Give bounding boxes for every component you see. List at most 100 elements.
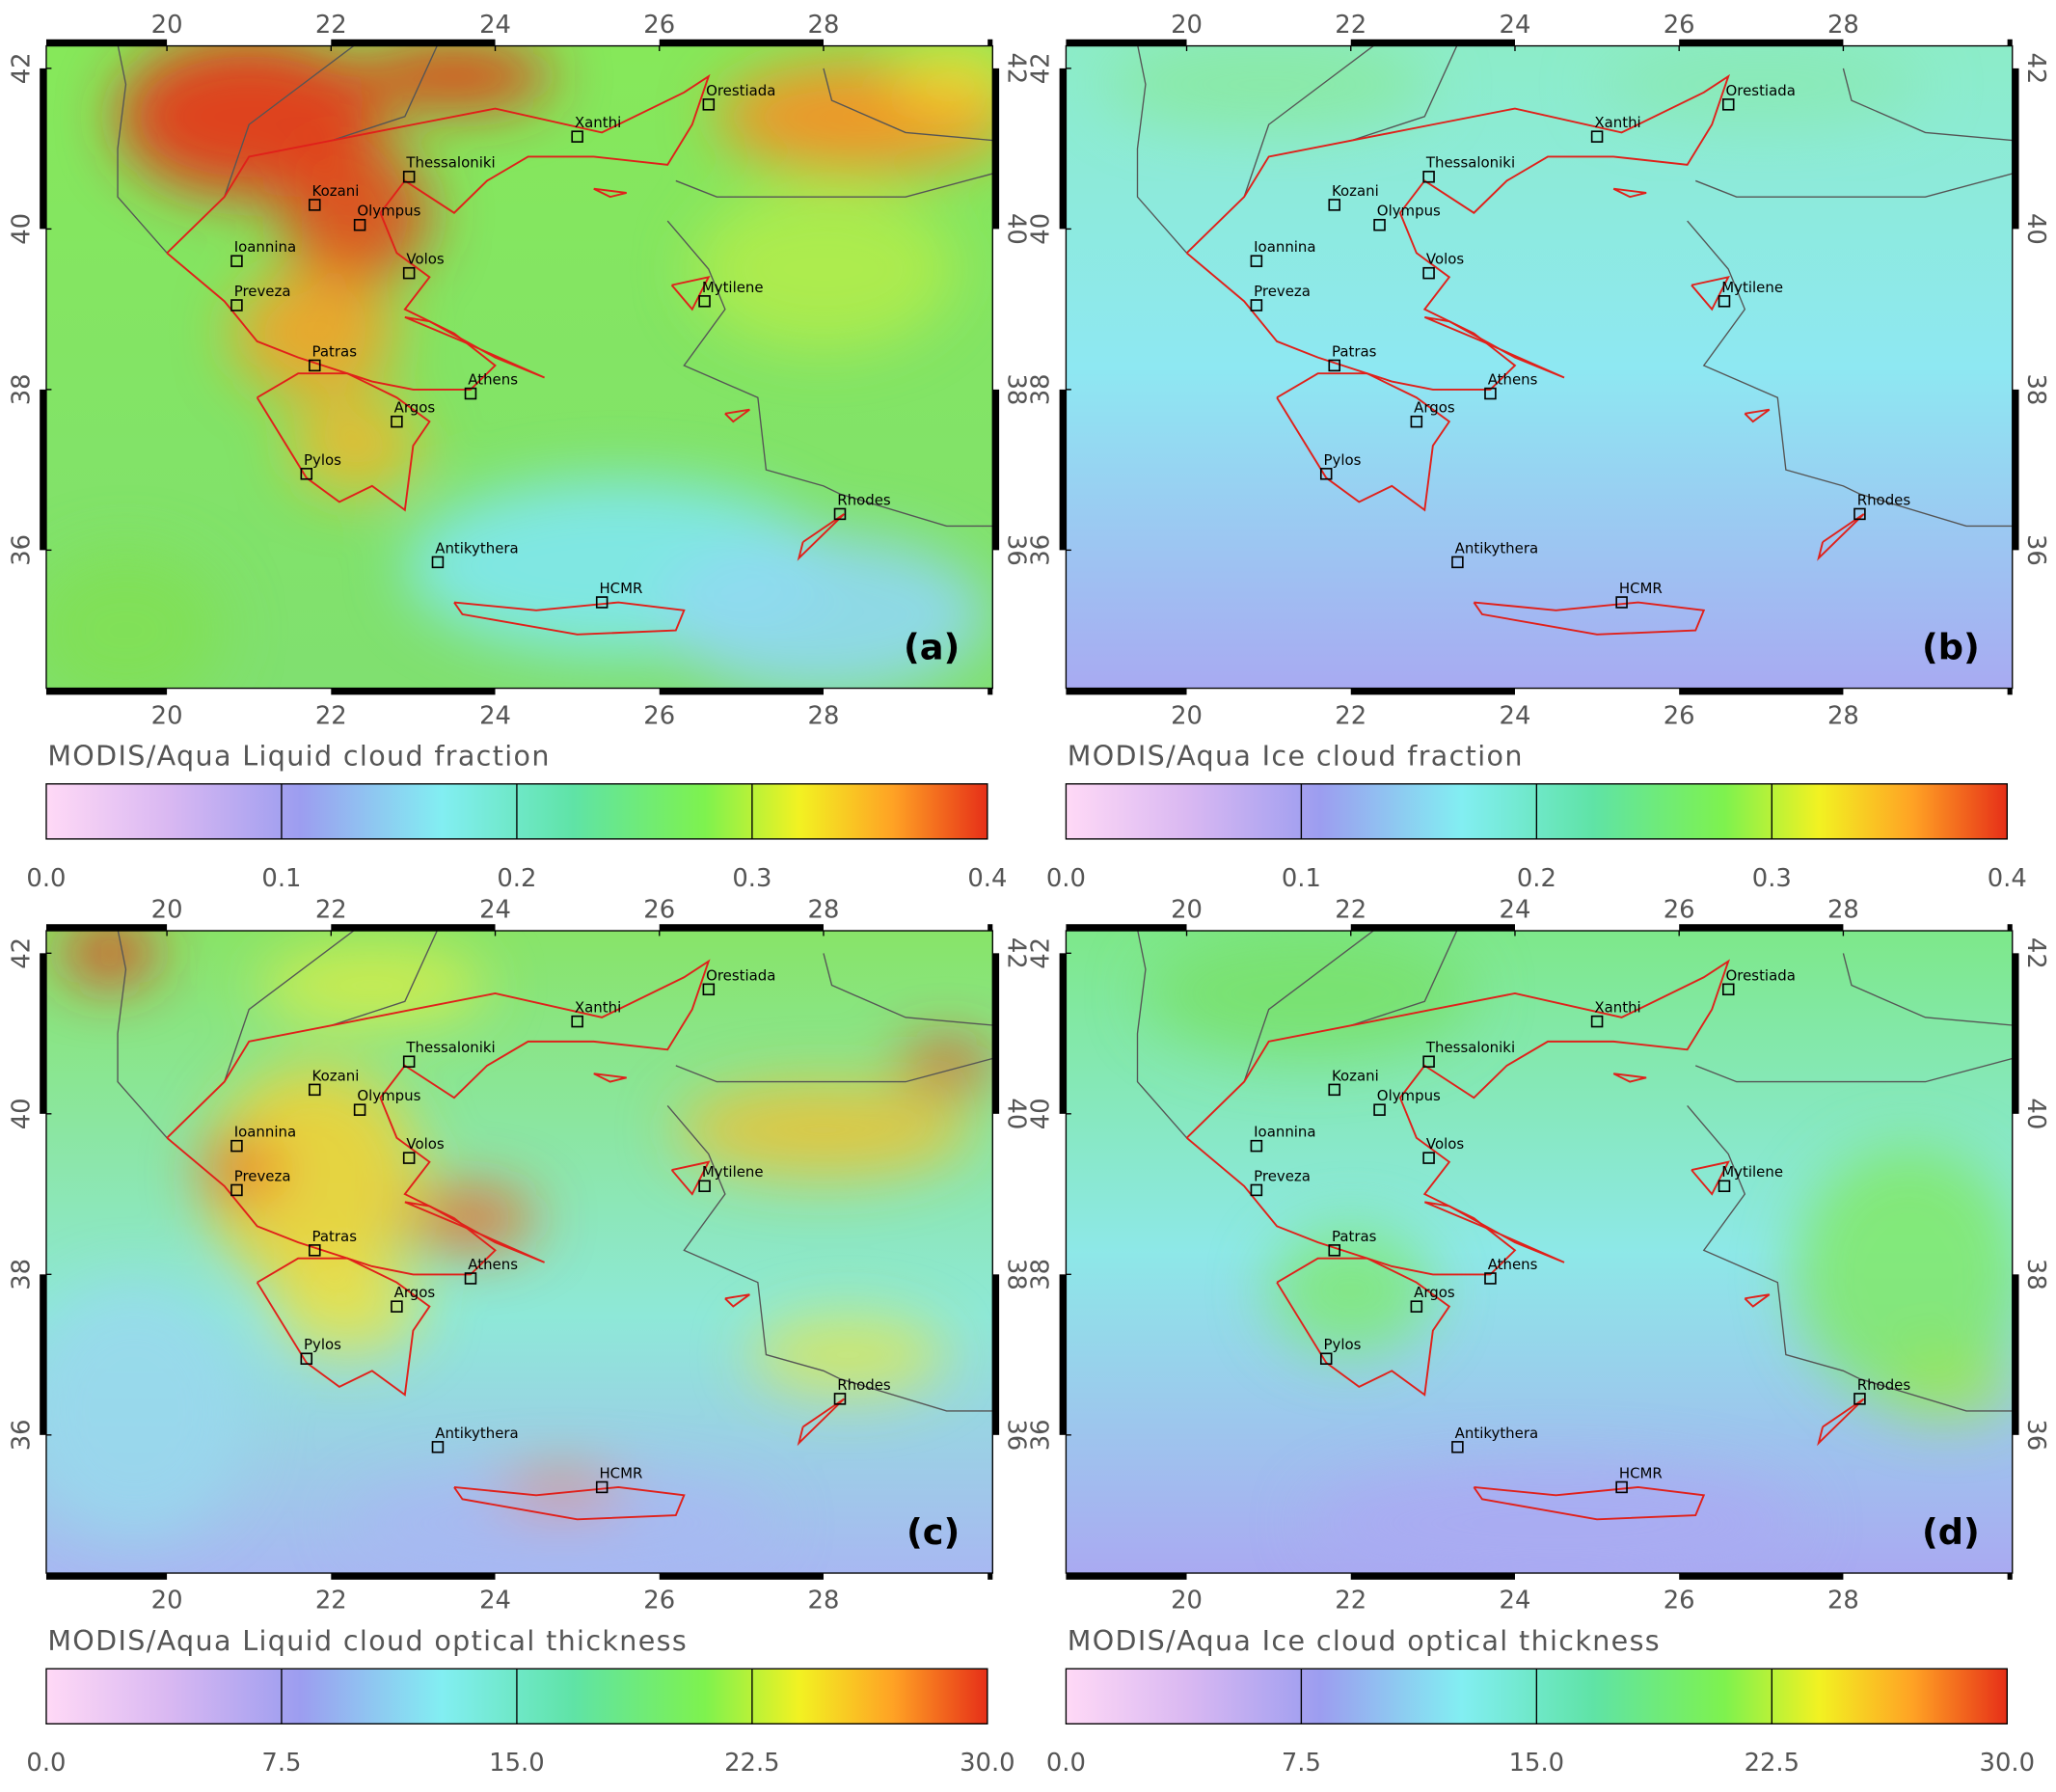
- city-label: Athens: [1488, 371, 1538, 389]
- border-line: [1842, 68, 2013, 142]
- city-marker: [1250, 299, 1263, 312]
- lon-tick-label: 22: [315, 11, 347, 40]
- city-marker: [431, 1441, 445, 1453]
- lon-tick-label: 20: [1171, 701, 1203, 730]
- lon-tick-label: 24: [479, 1587, 511, 1616]
- coastline: [1185, 73, 1731, 391]
- colorbar-tick-label: 0.2: [1517, 864, 1556, 893]
- field-blob: [60, 931, 159, 986]
- frame-bar: [992, 953, 1000, 1114]
- city-label: Orestiada: [706, 966, 775, 984]
- border-line: [331, 45, 438, 142]
- colorbar-tick-label: 0.4: [1988, 864, 2027, 893]
- field-blob: [749, 1314, 947, 1396]
- city-label: Athens: [468, 371, 518, 389]
- border-line: [666, 1105, 993, 1412]
- field-blob: [355, 45, 554, 109]
- lat-tick-label: 40: [1002, 1098, 1031, 1129]
- city-label: Kozani: [312, 1067, 360, 1084]
- lat-tick-label: 42: [1027, 52, 1056, 84]
- city-marker: [1319, 1352, 1333, 1365]
- map-frame: [1065, 930, 2014, 1574]
- coastline: [1612, 187, 1647, 199]
- city-label: Pylos: [1323, 451, 1361, 469]
- field-blob: [45, 1282, 250, 1540]
- city-marker: [391, 415, 403, 428]
- coastline: [404, 1201, 545, 1263]
- lon-tick-label: 28: [808, 1587, 840, 1616]
- frame-bar: [1350, 688, 1515, 695]
- lon-tick-label: 28: [808, 895, 840, 924]
- city-marker: [1410, 415, 1423, 428]
- city-label: Preveza: [1254, 1167, 1311, 1184]
- field-blob: [1794, 1146, 2013, 1403]
- city-marker: [402, 171, 416, 183]
- city-label: Mytilene: [1721, 279, 1783, 296]
- colorbar-tick-label: 0.3: [1752, 864, 1792, 893]
- lat-tick-label: 36: [2021, 534, 2050, 566]
- field-blob: [200, 1137, 283, 1203]
- lon-tick-label: 20: [1171, 1587, 1203, 1616]
- city-marker: [833, 507, 847, 521]
- city-marker: [1250, 1139, 1263, 1153]
- city-label: HCMR: [1619, 580, 1663, 597]
- city-marker: [464, 1272, 477, 1285]
- city-label: Volos: [1426, 1135, 1464, 1153]
- map-field: [45, 45, 993, 689]
- coastline: [1691, 275, 1730, 312]
- lat-tick-label: 40: [7, 1098, 36, 1129]
- city-label: Orestiada: [1726, 966, 1796, 984]
- field-blobs: [45, 45, 993, 689]
- lat-tick-label: 42: [2021, 937, 2050, 969]
- coastline: [724, 408, 750, 423]
- frame-bar: [659, 924, 824, 932]
- coastline: [453, 1486, 686, 1521]
- lon-tick-label: 24: [479, 11, 511, 40]
- frame-bar: [45, 1573, 168, 1580]
- frame-bar: [987, 1573, 993, 1580]
- border-line: [823, 68, 993, 142]
- border-line: [823, 953, 993, 1026]
- border-line: [1687, 220, 2013, 528]
- border-line: [1350, 931, 1458, 1026]
- colorbar-tick-label: 0.3: [732, 864, 771, 893]
- coastline: [797, 1398, 845, 1447]
- panel-title: MODIS/Aqua Liquid cloud optical thicknes…: [47, 1625, 688, 1657]
- lon-tick-label: 26: [1664, 895, 1695, 924]
- field-blob: [45, 550, 225, 689]
- city-marker: [464, 387, 477, 400]
- lon-tick-label: 22: [315, 701, 347, 730]
- field-blob: [889, 45, 993, 109]
- lat-tick-label: 36: [1002, 534, 1031, 566]
- border-line: [224, 931, 355, 1082]
- coastline: [1612, 1072, 1647, 1083]
- city-marker: [1373, 1103, 1386, 1116]
- city-label: Preveza: [234, 283, 291, 300]
- city-label: Antikythera: [1455, 1425, 1538, 1442]
- city-marker: [1328, 199, 1340, 211]
- field-blob: [282, 140, 430, 285]
- border-line: [1350, 45, 1458, 142]
- city-label: Preveza: [1254, 283, 1311, 300]
- coastline: [1744, 1293, 1771, 1308]
- city-label: Olympus: [357, 203, 420, 220]
- frame-bar: [2007, 688, 2013, 695]
- city-marker: [309, 1083, 321, 1097]
- city-marker: [698, 295, 711, 308]
- city-label: Pylos: [304, 451, 341, 469]
- city-marker: [1250, 255, 1263, 267]
- frame-bar: [331, 924, 496, 932]
- city-label: Kozani: [1332, 1067, 1379, 1084]
- city-marker: [1615, 596, 1628, 609]
- colorbar-tick-label: 0.2: [497, 864, 536, 893]
- frame-bar: [1059, 1274, 1067, 1435]
- map-panel: 20 20 22 22 24 24 26 26 28 28 36 36 38 38 40 40 42 42 Ores…: [1027, 895, 2050, 1778]
- city-label: Thessaloniki: [405, 1039, 495, 1056]
- frame-bar: [992, 389, 1000, 551]
- lat-tick-label: 38: [1027, 373, 1056, 405]
- border-line: [224, 45, 355, 198]
- lon-tick-label: 20: [151, 1587, 183, 1616]
- city-label: Olympus: [357, 1087, 420, 1104]
- lon-tick-label: 26: [643, 1587, 675, 1616]
- lon-tick-label: 22: [315, 895, 347, 924]
